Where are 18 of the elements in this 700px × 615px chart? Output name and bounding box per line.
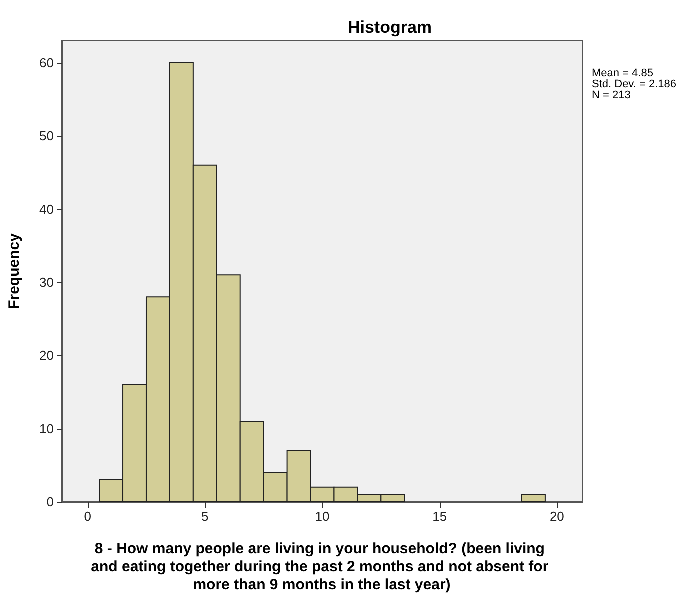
- x-tick-label: 20: [550, 509, 564, 524]
- y-tick-label: 10: [40, 421, 54, 436]
- text: Mean = 4.85: [592, 68, 654, 80]
- x-tick-label: 0: [84, 509, 92, 524]
- y-tick-label: 20: [40, 348, 54, 364]
- y-tick-label: 40: [40, 202, 54, 217]
- y-axis-title: Frequency: [6, 232, 23, 310]
- y-tick-label: 30: [40, 274, 54, 290]
- x-axis-title: 8 - How many people are living in your household? (been living and eating together during the past 2 months and not absent for more than 9 months in the last year): [91, 540, 553, 594]
- y-tick-label: 60: [40, 55, 54, 70]
- y-tick-label: 50: [40, 128, 54, 144]
- x-tick-label: 5: [202, 509, 209, 524]
- chart-title: Histogram: [348, 18, 432, 37]
- x-tick-label: 15: [432, 509, 448, 524]
- y-tick-label: 0: [46, 494, 54, 510]
- text: N = 213: [592, 90, 631, 102]
- text: Std. Dev. = 2.186: [592, 78, 676, 90]
- x-tick-label: 10: [315, 509, 330, 524]
